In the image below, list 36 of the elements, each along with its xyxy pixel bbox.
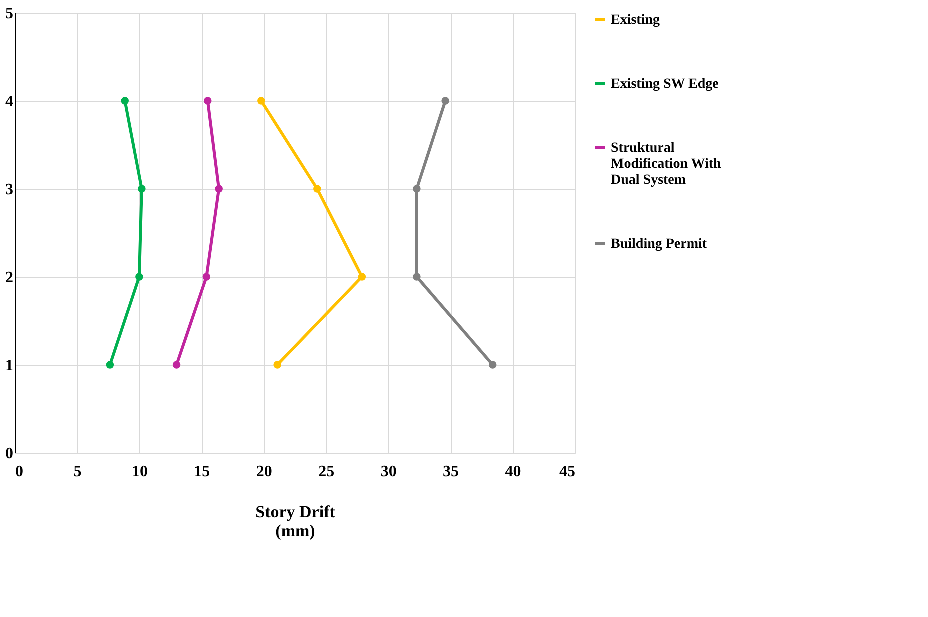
- x-tick-label: 10: [132, 464, 148, 480]
- legend-label: Building Permit: [611, 237, 708, 252]
- point: [136, 273, 144, 281]
- point: [106, 361, 114, 369]
- point: [413, 273, 421, 281]
- point: [442, 97, 450, 105]
- point: [258, 97, 266, 105]
- y-tick-label: 3: [6, 182, 14, 198]
- legend-label: Struktural Modification With Dual System: [611, 141, 722, 188]
- x-tick-label: 40: [505, 464, 522, 480]
- legend-label: Existing SW Edge: [611, 77, 719, 92]
- point: [204, 97, 212, 105]
- x-tick-label: 15: [194, 464, 210, 480]
- y-tick-label: 4: [6, 94, 14, 110]
- x-tick-label: 45: [560, 464, 576, 480]
- y-tick-label: 5: [6, 6, 14, 22]
- y-tick-label: 0: [6, 446, 14, 462]
- x-tick-label: 20: [256, 464, 272, 480]
- point: [413, 185, 421, 193]
- legend-label: Existing: [611, 13, 660, 28]
- point: [274, 361, 282, 369]
- x-tick-label: 25: [318, 464, 335, 480]
- point: [358, 273, 366, 281]
- x-tick-label: 30: [380, 464, 397, 480]
- point: [488, 361, 497, 369]
- y-tick-label: 2: [6, 270, 14, 286]
- point: [215, 185, 223, 193]
- point: [202, 273, 211, 281]
- point: [172, 361, 181, 369]
- x-axis-title: Story Drift (mm): [256, 502, 336, 540]
- y-tick-label: 1: [6, 358, 14, 374]
- point: [138, 185, 146, 193]
- x-tick-label: 5: [74, 464, 82, 480]
- point: [121, 97, 130, 105]
- point: [314, 185, 322, 193]
- x-tick-label: 35: [443, 464, 460, 480]
